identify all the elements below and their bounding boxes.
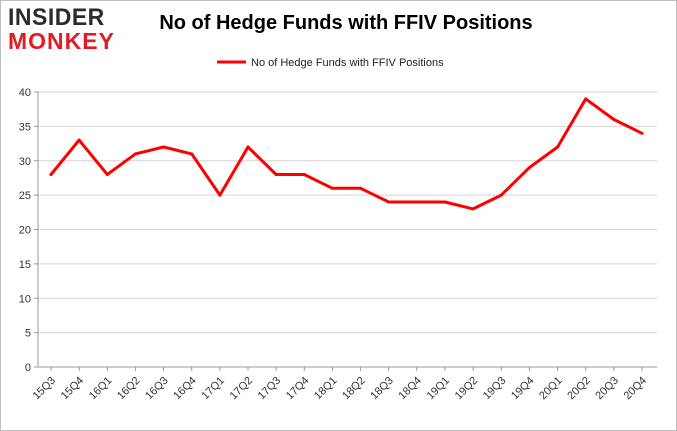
x-tick-label: 20Q1 (537, 375, 565, 403)
x-tick-labels: 15Q3 15Q4 16Q1 16Q2 16Q3 16Q4 17Q1 17Q2 17Q3 17Q4… (31, 375, 650, 403)
x-tick-label: 18Q4 (396, 375, 424, 403)
chart-title: No of Hedge Funds with FFIV Positions (159, 12, 533, 34)
data-point (556, 145, 560, 149)
data-point (133, 152, 137, 156)
data-point (612, 118, 616, 121)
x-tick-label: 16Q3 (143, 375, 171, 403)
data-point (274, 173, 278, 176)
data-point (415, 200, 419, 204)
axes (37, 92, 657, 371)
y-tick-label: 35 (19, 121, 31, 133)
data-point (190, 152, 194, 156)
data-point (443, 200, 447, 204)
data-point (105, 173, 109, 176)
x-tick-label: 18Q3 (368, 375, 396, 403)
x-tick-label: 20Q3 (593, 375, 621, 403)
data-point (49, 173, 53, 176)
x-tick-label: 17Q2 (228, 375, 256, 403)
data-point (302, 173, 306, 176)
x-tick-label: 19Q4 (509, 375, 537, 403)
logo-text-top: INSIDER (8, 2, 105, 31)
insider-monkey-logo: INSIDER MONKEY (8, 4, 126, 54)
x-tick-label: 20Q2 (565, 375, 593, 403)
data-point (471, 207, 475, 211)
series-line-0 (49, 97, 644, 211)
x-tick-label: 18Q1 (312, 375, 340, 403)
x-tick-label: 15Q4 (59, 375, 87, 403)
y-tick-label: 30 (19, 156, 31, 168)
y-tick-label: 25 (19, 190, 31, 202)
data-point (77, 138, 81, 142)
y-tick-label: 5 (25, 328, 31, 340)
logo-text-bottom: MONKEY (8, 28, 115, 54)
data-point (584, 97, 588, 101)
y-tick-label: 0 (25, 362, 31, 374)
x-tick-label: 19Q3 (481, 375, 509, 403)
x-tick-label: 19Q2 (453, 375, 481, 403)
data-point (640, 131, 644, 135)
data-point (499, 193, 503, 197)
x-tick-label: 19Q1 (425, 375, 453, 403)
data-point (218, 193, 222, 197)
data-point (387, 200, 391, 204)
x-tick-label: 17Q1 (199, 375, 227, 403)
x-tick-label: 16Q1 (87, 375, 115, 403)
y-tick-label: 15 (19, 259, 31, 271)
y-tick-label: 10 (19, 293, 31, 305)
y-tick-labels: 0 5 10 15 20 25 30 35 40 (19, 87, 31, 374)
data-point (330, 186, 334, 190)
legend: No of Hedge Funds with FFIV Positions (217, 57, 444, 69)
x-tick-label: 16Q4 (171, 375, 199, 403)
data-point (162, 145, 166, 149)
data-point (246, 145, 250, 149)
legend-label: No of Hedge Funds with FFIV Positions (251, 57, 444, 69)
x-tick-label: 17Q3 (256, 375, 284, 403)
series-layer (49, 97, 644, 211)
x-tick-label: 17Q4 (284, 375, 312, 403)
x-tick-label: 18Q2 (340, 375, 368, 403)
gridlines (34, 91, 657, 368)
x-tick-label: 15Q3 (31, 375, 59, 403)
data-point (359, 186, 363, 190)
x-tick-label: 16Q2 (115, 375, 143, 403)
y-tick-label: 20 (19, 225, 31, 237)
y-tick-label: 40 (19, 87, 31, 99)
x-tick-label: 20Q4 (622, 375, 650, 403)
data-point (527, 166, 531, 170)
